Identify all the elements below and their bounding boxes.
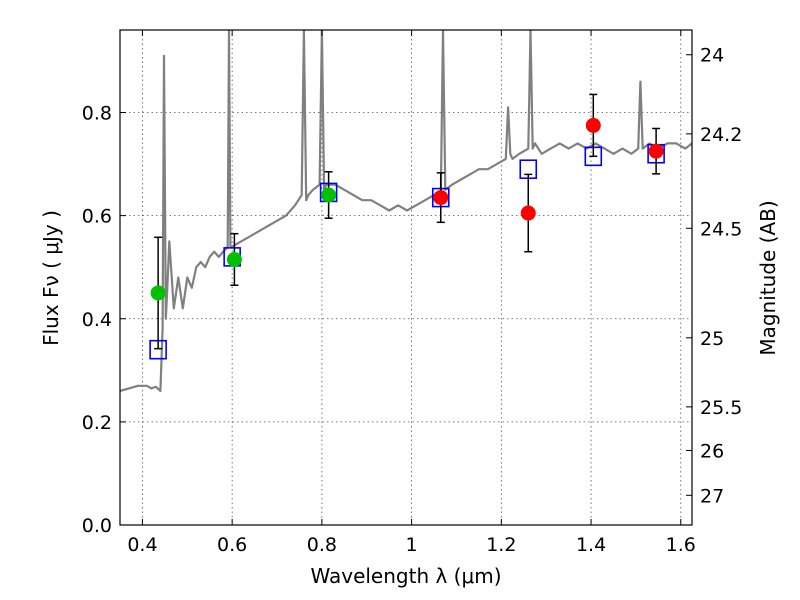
grid	[120, 30, 692, 525]
y-tick-label: 0.6	[82, 206, 112, 228]
x-tick-label: 0.6	[217, 534, 247, 556]
right-tick-label: 25	[700, 328, 724, 350]
ticks	[120, 30, 692, 526]
right-tick-label: 25.5	[700, 397, 742, 419]
x-tick-label: 1.4	[576, 534, 606, 556]
observed-flux-point	[321, 187, 337, 203]
x-tick-label: 1.6	[666, 534, 696, 556]
y-tick-label: 0.2	[82, 412, 112, 434]
tick-labels: 0.4 0.6 0.8 1 1.2 1.4 1.6 0.0 0.2 0.4 0.6 0.8 24 24.2…	[82, 45, 743, 556]
x-tick-label: 1	[406, 534, 418, 556]
markers-layer	[149, 93, 665, 360]
right-tick-label: 24.2	[700, 124, 742, 146]
y-tick-label: 0.4	[82, 309, 112, 331]
series-layer	[120, 30, 692, 392]
y-tick-label: 0.8	[82, 103, 112, 125]
right-tick-label: 24	[700, 45, 724, 67]
x-axis-label: Wavelength λ (μm)	[310, 564, 501, 588]
observed-flux-point	[433, 190, 449, 206]
right-tick-label: 24.5	[700, 218, 742, 240]
observed-flux-point	[585, 117, 601, 133]
observed-flux-point	[520, 205, 536, 221]
right-tick-label: 27	[700, 485, 724, 507]
x-tick-label: 1.2	[486, 534, 516, 556]
x-tick-label: 0.8	[307, 534, 337, 556]
y-axis-label: Flux Fν ( μJy )	[39, 210, 63, 346]
observed-flux-point	[150, 285, 166, 301]
right-tick-label: 26	[700, 440, 724, 462]
plot-frame	[119, 29, 693, 526]
model-spectrum-line	[120, 30, 692, 392]
observed-flux-point	[648, 143, 664, 159]
y-tick-label: 0.0	[82, 515, 112, 537]
x-tick-label: 0.4	[127, 534, 157, 556]
y-axis-right-label: Magnitude (AB)	[756, 200, 780, 355]
observed-flux-point	[226, 251, 242, 267]
